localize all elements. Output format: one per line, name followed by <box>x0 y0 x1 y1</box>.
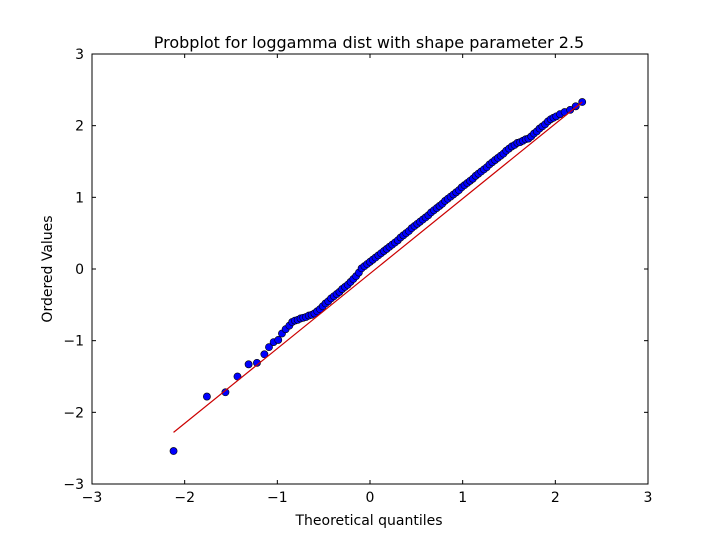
y-tick-label: −2 <box>63 405 84 421</box>
data-point <box>244 360 253 369</box>
data-point <box>203 392 211 401</box>
y-tick-label: 0 <box>75 262 84 278</box>
data-point <box>274 336 283 344</box>
y-tick-label: 1 <box>75 190 84 206</box>
x-tick-label: −3 <box>82 490 103 506</box>
x-tick-label: 1 <box>458 490 467 506</box>
y-axis: −3 −2 −1 0 1 2 3 <box>63 47 648 493</box>
data-point <box>169 447 178 455</box>
y-tick-label: −1 <box>63 334 84 350</box>
data-points-layer <box>169 98 587 455</box>
x-tick-label: −2 <box>174 490 195 506</box>
x-tick-label: 3 <box>644 490 653 506</box>
chart-title: Probplot for loggamma dist with shape pa… <box>154 33 584 52</box>
data-point <box>566 106 575 114</box>
fit-line-layer <box>173 101 583 433</box>
y-tick-label: 2 <box>75 119 84 135</box>
x-axis: −3 −2 −1 0 1 2 3 <box>82 54 653 506</box>
data-point <box>221 388 230 397</box>
y-tick-label: 3 <box>75 47 84 63</box>
plot-area <box>169 98 587 455</box>
data-point <box>260 350 269 359</box>
x-tick-label: −1 <box>267 490 288 506</box>
x-axis-label: Theoretical quantiles <box>294 513 442 529</box>
data-point <box>265 343 273 352</box>
data-point <box>253 358 261 367</box>
y-axis-label: Ordered Values <box>40 215 56 322</box>
fit-line <box>173 101 583 433</box>
x-tick-label: 2 <box>551 490 560 506</box>
y-tick-label: −3 <box>63 477 84 493</box>
x-tick-label: 0 <box>366 490 375 506</box>
